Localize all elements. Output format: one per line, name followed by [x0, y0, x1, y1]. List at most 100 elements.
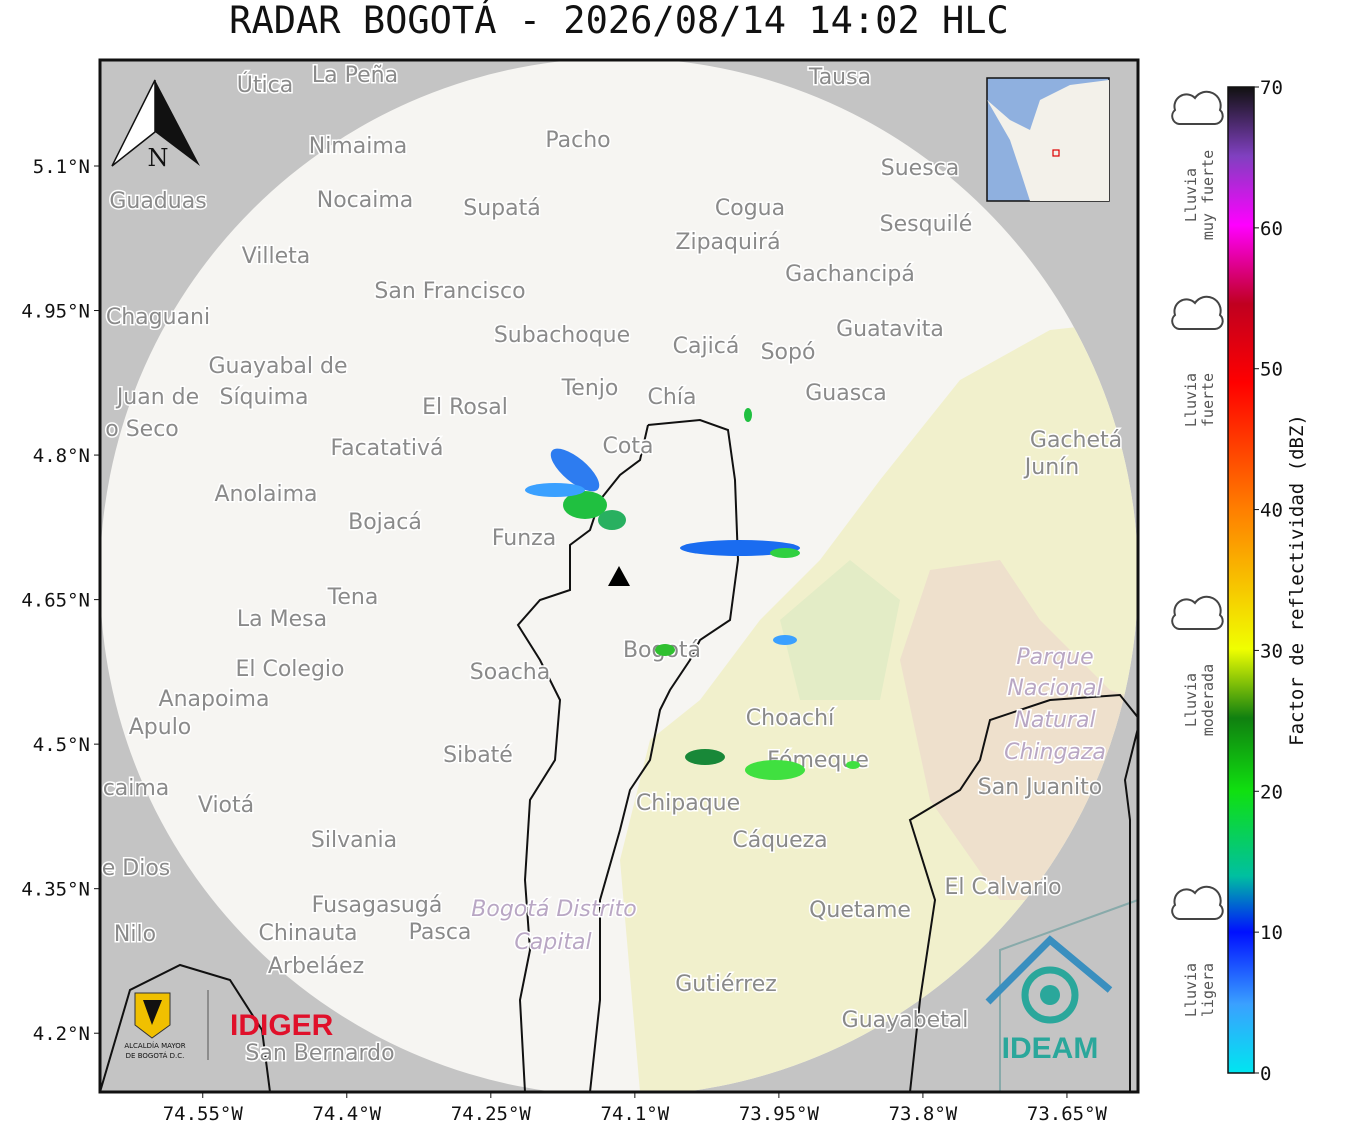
place-label: Quetame: [809, 898, 911, 923]
rain-level-label: ligera: [1199, 963, 1217, 1017]
place-label: Soacha: [470, 660, 550, 685]
place-label: Nocaima: [317, 188, 414, 213]
place-label: Suesca: [881, 156, 959, 181]
place-label: Pacho: [545, 128, 610, 153]
place-label: Viotá: [198, 793, 254, 818]
terrain: [620, 320, 1138, 1092]
rain-level-label: Lluvia: [1182, 673, 1200, 727]
place-label: Tausa: [808, 65, 871, 90]
park-label: Natural: [1014, 708, 1095, 733]
place-label: Chipaque: [636, 791, 740, 816]
place-label: Anolaima: [214, 482, 317, 507]
place-label: Tena: [327, 585, 379, 610]
place-label: Arbeláez: [268, 954, 364, 979]
place-label: Supatá: [463, 196, 540, 221]
place-label: Síquima: [219, 385, 308, 410]
place-label: El Calvario: [944, 875, 1061, 900]
place-label: Sesquilé: [880, 212, 973, 237]
colorbar-tick-label: 0: [1260, 1063, 1271, 1085]
place-label: Chinauta: [259, 921, 358, 946]
alcaldia-text: DE BOGOTÁ D.C.: [126, 1051, 185, 1060]
radar-echoes: [525, 408, 860, 780]
idiger-logo: IDIGER: [230, 1009, 334, 1042]
ideam-logo: IDEAM: [985, 935, 1113, 1065]
place-label: La Peña: [312, 63, 398, 88]
place-label: Guasca: [805, 381, 887, 406]
place-label: caima: [103, 776, 170, 801]
x-tick-label: 73.65°W: [1027, 1103, 1108, 1125]
place-label: Cáqueza: [732, 828, 827, 853]
colorbar-tick-label: 40: [1260, 500, 1283, 522]
place-label: e Dios: [102, 856, 171, 881]
y-tick-label: 4.35°N: [21, 879, 90, 901]
colorbar-tick-label: 20: [1260, 781, 1283, 803]
x-tick-label: 73.95°W: [739, 1103, 820, 1125]
alcaldia-text: ALCALDÍA MAYOR: [124, 1041, 185, 1050]
title: RADAR BOGOTÁ - 2026/08/14 14:02 HLC: [229, 0, 1009, 42]
north-arrow: N: [111, 79, 200, 172]
park-label: Chingaza: [1004, 740, 1106, 765]
rain-level-label: Lluvia: [1182, 963, 1200, 1017]
weather-icon: [1171, 595, 1224, 630]
ideam-text: IDEAM: [1002, 1032, 1099, 1065]
place-label: Funza: [492, 526, 556, 551]
place-label: Villeta: [242, 244, 311, 269]
place-label: Subachoque: [494, 323, 630, 348]
place-label: Anapoima: [159, 687, 270, 712]
y-tick-label: 4.65°N: [21, 590, 90, 612]
colorbar-tick-label: 70: [1260, 77, 1283, 99]
place-label: Guatavita: [836, 317, 944, 342]
colorbar: [1227, 86, 1255, 1074]
colorbar-tick-label: 60: [1260, 218, 1283, 240]
x-tick-label: 74.1°W: [601, 1103, 670, 1125]
place-label: Zipaquirá: [675, 230, 780, 255]
place-label: San Juanito: [978, 775, 1102, 800]
place-label: Gachancipá: [785, 262, 915, 287]
place-label: El Colegio: [235, 657, 344, 682]
weather-icon: [1171, 885, 1224, 920]
colorbar-tick-label: 30: [1260, 640, 1283, 662]
place-label: Junín: [1023, 455, 1079, 480]
alcaldia-logo: ALCALDÍA MAYOR DE BOGOTÁ D.C. IDIGER: [124, 990, 334, 1060]
y-tick-label: 4.5°N: [33, 734, 90, 756]
place-label: Guayabal de: [208, 354, 347, 379]
map: La Peña Útica Tausa Pacho Nimaima Suesca Guadu…: [100, 60, 1138, 1092]
colorbar-tick-label: 10: [1260, 922, 1283, 944]
place-label: Bojacá: [348, 510, 422, 535]
place-label: Sopó: [761, 340, 816, 365]
rain-level-label: moderada: [1199, 664, 1217, 736]
radar-site: [608, 566, 630, 586]
place-label: Útica: [237, 72, 293, 98]
place-label: San Francisco: [374, 279, 525, 304]
inset-map: [986, 77, 1110, 202]
place-label: Gachetá: [1030, 428, 1122, 453]
place-label: Gutiérrez: [675, 972, 777, 997]
place-label: San Bernardo: [245, 1041, 394, 1066]
rain-level-label: muy fuerte: [1199, 150, 1217, 240]
place-label: Guayabetal: [842, 1008, 969, 1033]
place-label: o Seco: [105, 417, 179, 442]
colorbar-tick-label: 50: [1260, 359, 1283, 381]
place-label: Cajicá: [673, 334, 740, 359]
rain-level-label: fuerte: [1199, 373, 1217, 427]
place-label: Tenjo: [561, 376, 619, 401]
park-label: Parque: [1016, 645, 1093, 670]
place-label: Nilo: [114, 922, 156, 947]
park-label: Capital: [514, 930, 591, 955]
x-tick-label: 73.8°W: [889, 1103, 958, 1125]
x-tick-label: 74.4°W: [312, 1103, 381, 1125]
place-label: Choachí: [746, 706, 835, 731]
place-label: Chía: [648, 385, 697, 410]
place-label: Facatativá: [330, 436, 443, 461]
weather-icon: [1171, 90, 1224, 125]
north-label: N: [148, 144, 169, 172]
place-label: Nimaima: [309, 134, 408, 159]
place-label: Sibaté: [443, 743, 513, 768]
weather-icon: [1171, 295, 1224, 330]
park-label: Bogotá Distrito: [471, 897, 636, 922]
y-tick-label: 4.2°N: [33, 1023, 90, 1045]
rain-level-label: Lluvia: [1182, 373, 1200, 427]
x-tick-label: 74.55°W: [163, 1103, 244, 1125]
place-label: El Rosal: [422, 395, 508, 420]
place-label: Juan de: [115, 385, 199, 410]
